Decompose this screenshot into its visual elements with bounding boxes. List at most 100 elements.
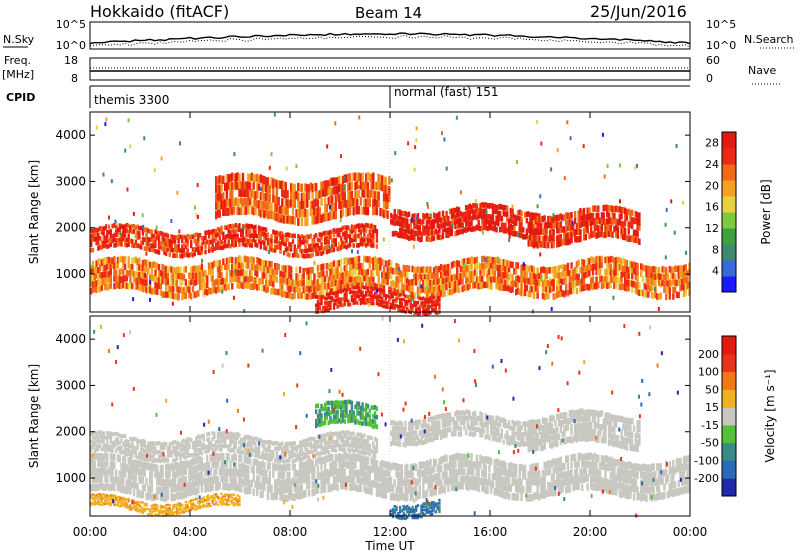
heatmap-cell bbox=[124, 263, 126, 269]
heatmap-cell bbox=[564, 176, 566, 180]
velocity-cells bbox=[90, 316, 691, 520]
heatmap-cell bbox=[420, 284, 422, 288]
heatmap-cell bbox=[452, 224, 454, 228]
heatmap-cell bbox=[378, 191, 380, 199]
heatmap-cell bbox=[297, 274, 299, 280]
heatmap-cell bbox=[335, 242, 337, 247]
nsky-panel: N.Sky 10^5 10^0 10^5 10^0 N.Search bbox=[3, 18, 796, 52]
heatmap-cell bbox=[251, 270, 253, 276]
heatmap-cell bbox=[533, 220, 535, 224]
heatmap-cell bbox=[526, 285, 528, 291]
heatmap-cell bbox=[654, 471, 656, 478]
heatmap-cell bbox=[101, 475, 103, 482]
heatmap-cell bbox=[604, 471, 606, 478]
heatmap-cell bbox=[378, 277, 380, 283]
heatmap-cell bbox=[552, 213, 554, 217]
colorbar-swatch bbox=[722, 148, 736, 165]
heatmap-cell bbox=[567, 263, 569, 269]
heatmap-cell bbox=[411, 286, 413, 292]
heatmap-cell bbox=[92, 248, 94, 253]
heatmap-cell bbox=[401, 277, 403, 283]
heatmap-cell bbox=[285, 182, 287, 190]
heatmap-cell bbox=[263, 273, 265, 277]
heatmap-cell bbox=[381, 259, 383, 265]
heatmap-cell bbox=[520, 494, 522, 501]
nsearch-label: N.Search bbox=[744, 33, 794, 46]
heatmap-cell bbox=[569, 485, 571, 492]
heatmap-cell bbox=[286, 190, 288, 198]
heatmap-cell bbox=[124, 256, 126, 262]
heatmap-cell bbox=[149, 298, 151, 302]
heatmap-cell bbox=[388, 176, 390, 184]
heatmap-cell bbox=[222, 176, 224, 184]
heatmap-cell bbox=[256, 243, 258, 248]
heatmap-cell bbox=[265, 274, 267, 280]
heatmap-cell bbox=[156, 289, 158, 295]
heatmap-cell bbox=[490, 283, 492, 289]
cpid-strip: CPID themis 3300 normal (fast) 151 bbox=[6, 85, 690, 108]
colorbar-swatch bbox=[722, 228, 736, 245]
heatmap-cell bbox=[674, 274, 676, 280]
heatmap-cell bbox=[665, 255, 667, 259]
heatmap-cell bbox=[310, 272, 312, 278]
heatmap-cell bbox=[345, 292, 347, 296]
heatmap-cell bbox=[294, 292, 296, 298]
heatmap-cell bbox=[553, 229, 555, 235]
heatmap-cell bbox=[270, 485, 272, 492]
heatmap-cell bbox=[539, 194, 541, 198]
heatmap-cell bbox=[597, 205, 599, 211]
heatmap-cell bbox=[372, 234, 374, 239]
heatmap-cell bbox=[440, 465, 442, 472]
colorbar-tick-label: 4 bbox=[712, 265, 719, 278]
heatmap-cell bbox=[415, 138, 417, 142]
heatmap-cell bbox=[267, 177, 269, 185]
heatmap-cell bbox=[315, 233, 317, 238]
heatmap-cell bbox=[320, 242, 322, 247]
heatmap-cell bbox=[228, 284, 230, 290]
colorbar-tick-label: 20 bbox=[705, 179, 719, 192]
heatmap-cell bbox=[574, 454, 576, 461]
heatmap-cell bbox=[539, 252, 541, 256]
heatmap-cell bbox=[513, 226, 515, 232]
heatmap-cell bbox=[495, 227, 497, 233]
nave-label: Nave bbox=[748, 64, 776, 77]
heatmap-cell bbox=[185, 266, 187, 272]
heatmap-cell bbox=[429, 311, 431, 315]
heatmap-cell bbox=[619, 163, 621, 167]
heatmap-cell bbox=[201, 259, 203, 263]
heatmap-cell bbox=[176, 253, 178, 258]
heatmap-cell bbox=[201, 264, 203, 270]
heatmap-cell bbox=[331, 454, 333, 461]
heatmap-cell bbox=[394, 479, 396, 486]
heatmap-cell bbox=[120, 242, 122, 247]
heatmap-cell bbox=[228, 264, 230, 270]
heatmap-cell bbox=[361, 173, 363, 181]
heatmap-cell bbox=[522, 486, 524, 493]
heatmap-cell bbox=[567, 455, 569, 462]
heatmap-cell bbox=[133, 489, 135, 496]
heatmap-cell bbox=[276, 187, 278, 195]
heatmap-cell bbox=[447, 216, 449, 222]
nsky-tick-top: 10^5 bbox=[56, 18, 86, 31]
heatmap-cell bbox=[122, 478, 124, 485]
heatmap-cell bbox=[151, 471, 153, 478]
heatmap-cell bbox=[570, 136, 572, 140]
heatmap-cell bbox=[317, 465, 319, 472]
heatmap-cell bbox=[129, 144, 131, 148]
heatmap-cell bbox=[351, 191, 353, 199]
heatmap-cell bbox=[658, 307, 660, 311]
heatmap-cell bbox=[601, 224, 603, 230]
heatmap-cell bbox=[128, 118, 130, 122]
heatmap-cell bbox=[145, 478, 147, 485]
heatmap-cell bbox=[204, 250, 206, 255]
heatmap-cell bbox=[583, 260, 585, 266]
heatmap-cell bbox=[295, 164, 297, 168]
heatmap-cell bbox=[376, 244, 378, 249]
heatmap-cell bbox=[451, 230, 453, 236]
heatmap-cell bbox=[682, 201, 684, 205]
heatmap-cell bbox=[132, 297, 134, 301]
heatmap-cell bbox=[278, 264, 280, 270]
heatmap-cell bbox=[638, 282, 640, 288]
heatmap-cell bbox=[516, 160, 518, 164]
